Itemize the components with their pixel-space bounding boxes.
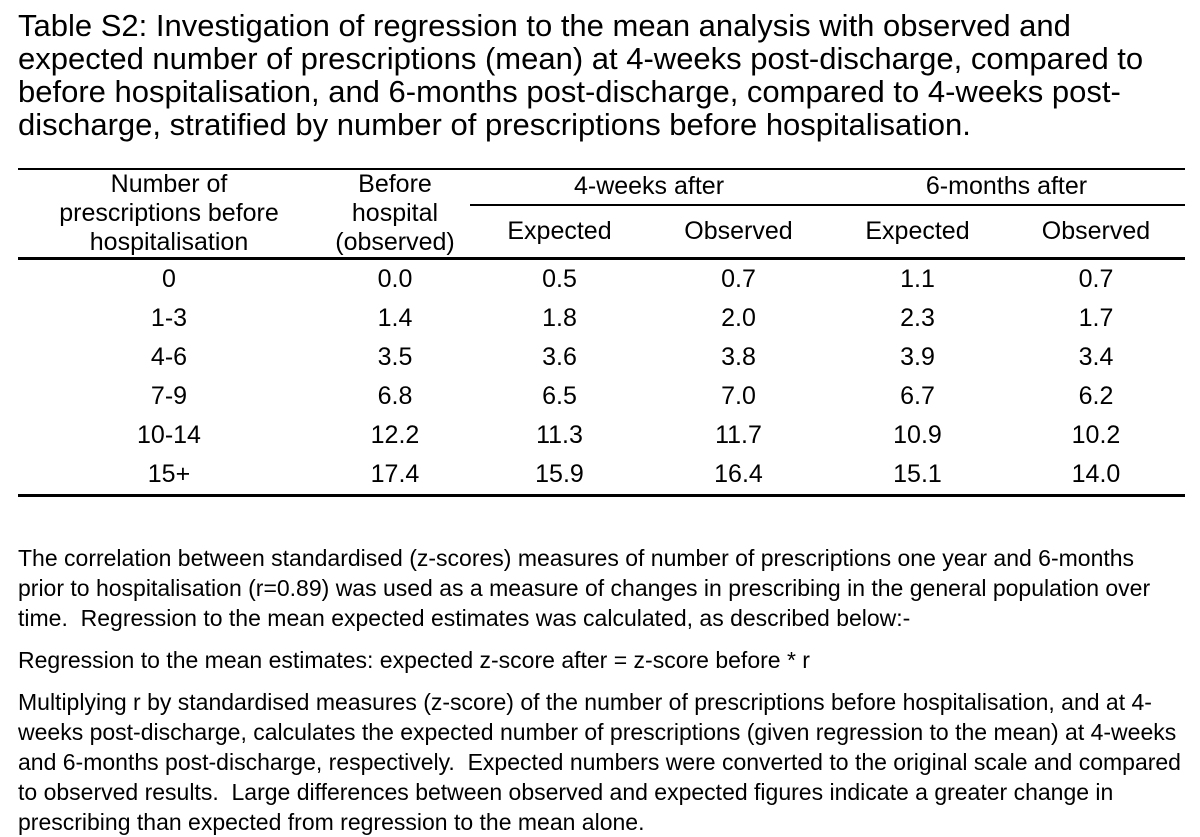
cell-4w-observed: 16.4 (714, 460, 763, 488)
table-caption: Table S2: Investigation of regression to… (18, 8, 1144, 142)
cell-6m-expected: 15.1 (893, 460, 942, 488)
col-group-4-weeks-after: 4-weeks after (470, 169, 828, 206)
cell-6m-expected: 6.7 (900, 382, 935, 410)
cell-4w-observed: 0.7 (721, 265, 756, 293)
cell-strata: 0 (162, 265, 176, 293)
cell-before: 1.4 (377, 304, 413, 332)
cell-6m-observed: 6.2 (1078, 382, 1114, 410)
header-row-subcolumns: Expected Observed Expected Observed (18, 204, 1185, 260)
footnote-method-explanation: Multiplying r by standardised measures (… (18, 689, 1188, 835)
table-footnotes: The correlation between standardised (z-… (18, 543, 1183, 837)
cell-strata: 15+ (147, 460, 191, 488)
col-header-before-hospital-label: Before hospital (observed) (335, 170, 455, 256)
cell-before: 6.8 (377, 382, 413, 410)
cell-4w-observed: 7.0 (721, 382, 756, 410)
cell-before: 0.0 (377, 265, 413, 293)
col-header-6m-observed: Observed (1007, 204, 1185, 260)
cell-4w-observed: 3.8 (721, 343, 756, 371)
table-row: 0 0.0 0.5 0.7 1.1 0.7 (18, 259, 1185, 300)
footnote-correlation: The correlation between standardised (z-… (18, 545, 1157, 631)
cell-6m-observed: 0.7 (1078, 265, 1114, 293)
cell-6m-observed: 10.2 (1071, 421, 1121, 449)
cell-4w-observed: 11.7 (715, 421, 762, 449)
cell-strata: 1-3 (150, 304, 188, 332)
footnote-rtm-formula: Regression to the mean estimates: expect… (18, 647, 810, 673)
col-header-6m-expected: Expected (828, 204, 1007, 260)
cell-4w-expected: 15.9 (535, 460, 584, 488)
cell-strata: 10-14 (137, 421, 201, 449)
col-group-6-months-after: 6-months after (828, 169, 1185, 206)
cell-strata: 7-9 (150, 382, 188, 410)
cell-4w-expected: 11.3 (536, 421, 583, 449)
col-header-strata: Number of prescriptions before hospitali… (18, 169, 320, 260)
cell-6m-observed: 14.0 (1071, 460, 1121, 488)
cell-6m-expected: 10.9 (893, 421, 942, 449)
cell-6m-expected: 3.9 (900, 343, 935, 371)
col-header-strata-label: Number of prescriptions before hospitali… (59, 170, 279, 256)
cell-6m-expected: 2.3 (900, 304, 935, 332)
cell-6m-expected: 1.1 (900, 265, 935, 293)
table-row: 4-6 3.5 3.6 3.8 3.9 3.4 (18, 338, 1185, 377)
col-header-4w-observed: Observed (649, 204, 828, 260)
col-header-before-hospital: Before hospital (observed) (320, 169, 470, 260)
document-page: Table S2: Investigation of regression to… (18, 8, 1185, 837)
cell-4w-expected: 3.6 (542, 343, 577, 371)
cell-strata: 4-6 (150, 343, 188, 371)
cell-before: 12.2 (370, 421, 420, 449)
header-row-groups: Number of prescriptions before hospitali… (18, 169, 1185, 260)
col-header-4w-expected: Expected (470, 204, 649, 260)
cell-4w-observed: 2.0 (721, 304, 756, 332)
table-row: 15+ 17.4 15.9 16.4 15.1 14.0 (18, 455, 1185, 496)
table-row: 1-3 1.4 1.8 2.0 2.3 1.7 (18, 299, 1185, 338)
cell-before: 3.5 (377, 343, 413, 371)
cell-6m-observed: 3.4 (1078, 343, 1114, 371)
table-body: 0 0.0 0.5 0.7 1.1 0.7 1-3 1.4 1.8 2.0 2.… (18, 259, 1185, 496)
cell-4w-expected: 1.8 (542, 304, 577, 332)
cell-4w-expected: 0.5 (542, 265, 577, 293)
table-row: 7-9 6.8 6.5 7.0 6.7 6.2 (18, 377, 1185, 416)
cell-4w-expected: 6.5 (542, 382, 577, 410)
cell-before: 17.4 (370, 460, 420, 488)
cell-6m-observed: 1.7 (1078, 304, 1114, 332)
table-header: Number of prescriptions before hospitali… (18, 169, 1185, 260)
table-row: 10-14 12.2 11.3 11.7 10.9 10.2 (18, 416, 1185, 455)
prescriptions-table: Number of prescriptions before hospitali… (18, 168, 1185, 497)
